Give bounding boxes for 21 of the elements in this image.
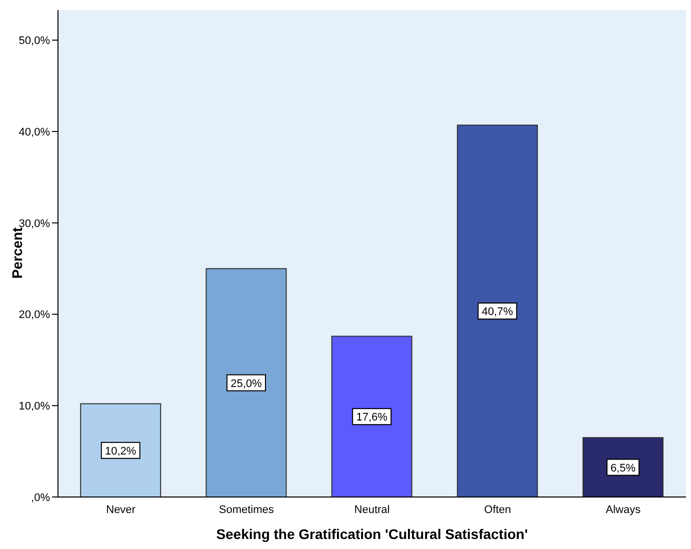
bar — [456, 124, 538, 497]
x-axis-title: Seeking the Gratification 'Cultural Satisfaction' — [216, 526, 528, 542]
data-label: 17,6% — [356, 412, 388, 424]
bar — [80, 403, 162, 497]
data-label: 10,2% — [105, 445, 136, 458]
x-tick-label: Often — [484, 504, 512, 516]
y-tick-label: 40,0% — [18, 126, 50, 138]
data-label: 40,7% — [482, 306, 514, 318]
y-tick-label: ,0% — [31, 492, 50, 504]
y-tick-label: 50,0% — [18, 35, 50, 48]
bar — [331, 336, 412, 497]
bar — [206, 268, 287, 497]
bar — [582, 437, 664, 497]
x-tick-label: Neutral — [354, 504, 390, 516]
y-tick-label: 20,0% — [18, 309, 50, 322]
x-tick-label: Never — [106, 504, 136, 516]
y-tick-label: 10,0% — [18, 400, 50, 413]
x-tick-label: Sometimes — [218, 504, 274, 516]
data-label: 6,5% — [610, 462, 636, 474]
x-tick-label: Always — [606, 504, 642, 516]
data-label: 25,0% — [230, 378, 262, 390]
